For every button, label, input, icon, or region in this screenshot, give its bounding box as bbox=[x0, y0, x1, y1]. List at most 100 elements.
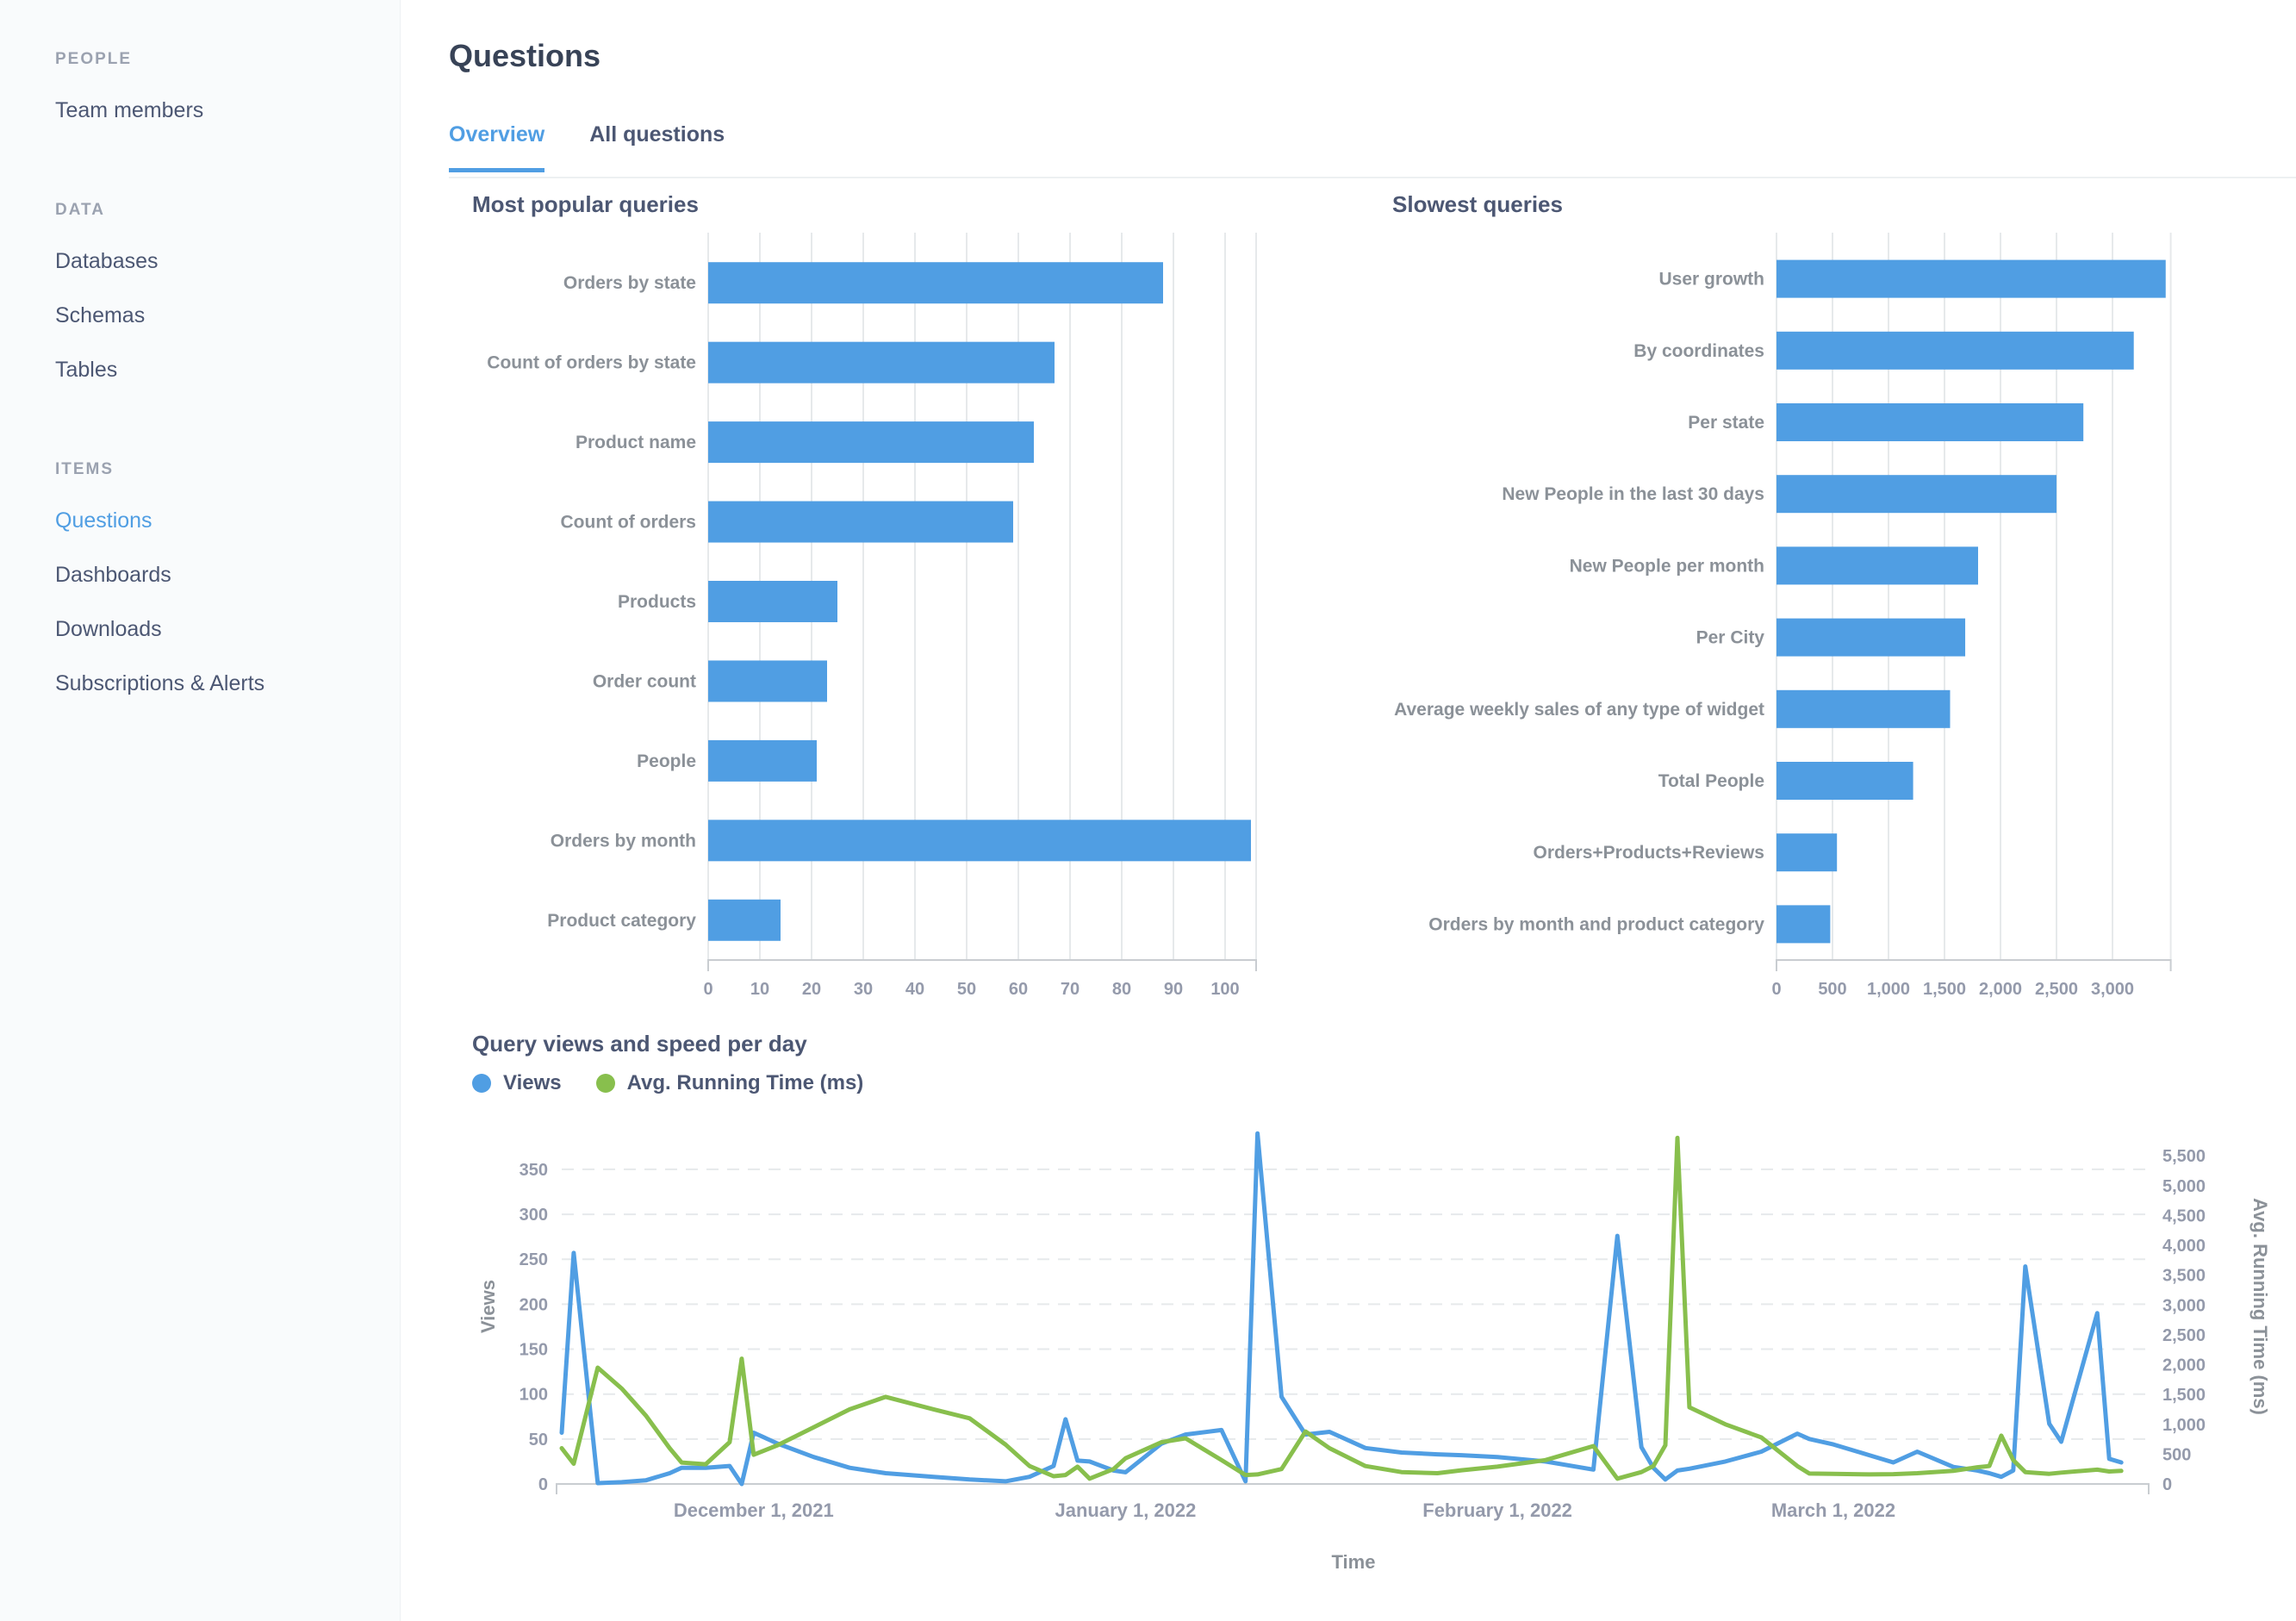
sidebar-section-items: ITEMS Questions Dashboards Downloads Subscri… bbox=[55, 460, 400, 695]
sidebar-section-header: PEOPLE bbox=[55, 50, 133, 68]
right-y-tick: 1,000 bbox=[2162, 1416, 2206, 1435]
x-tick: 1,500 bbox=[1923, 980, 1966, 999]
bar-label-orders-products-reviews: Orders+Products+Reviews bbox=[1534, 843, 1764, 863]
legend-label: Views bbox=[503, 1071, 562, 1094]
x-tick: 30 bbox=[854, 980, 873, 999]
right-axis-title: Avg. Running Time (ms) bbox=[2249, 1198, 2271, 1415]
sidebar-item-team-members[interactable]: Team members bbox=[55, 98, 204, 122]
right-y-tick: 1,500 bbox=[2162, 1386, 2206, 1405]
x-tick: 1,000 bbox=[1867, 980, 1910, 999]
x-tick: 10 bbox=[750, 980, 769, 999]
bar-product-name[interactable] bbox=[708, 421, 1034, 464]
sidebar-item-downloads[interactable]: Downloads bbox=[55, 617, 162, 641]
tab-bar: Overview All questions bbox=[449, 122, 725, 172]
bar-label-new-people-in-the-last-30-days: New People in the last 30 days bbox=[1502, 484, 1764, 504]
x-tick: 500 bbox=[1818, 980, 1846, 999]
bar-per-city[interactable] bbox=[1776, 618, 1966, 657]
x-tick-date: January 1, 2022 bbox=[1055, 1499, 1196, 1521]
x-axis-line bbox=[1776, 959, 2172, 971]
sidebar-item-subscriptions-alerts[interactable]: Subscriptions & Alerts bbox=[55, 671, 265, 695]
bar-count-of-orders-by-state[interactable] bbox=[708, 341, 1055, 383]
right-y-tick: 5,500 bbox=[2162, 1147, 2206, 1166]
sidebar-section-data: DATA Databases Schemas Tables bbox=[55, 201, 400, 381]
sidebar-item-dashboards[interactable]: Dashboards bbox=[55, 563, 171, 587]
chart-title-slowest-queries: Slowest queries bbox=[1392, 191, 1563, 217]
page-title: Questions bbox=[449, 38, 601, 73]
bar-label-product-name: Product name bbox=[576, 433, 696, 452]
bar-order-count[interactable] bbox=[708, 660, 827, 702]
x-tick: 20 bbox=[802, 980, 821, 999]
bar-count-of-orders[interactable] bbox=[708, 501, 1013, 543]
x-axis-line bbox=[556, 1483, 2150, 1494]
legend-dot-blue bbox=[472, 1074, 491, 1093]
right-y-tick: 3,000 bbox=[2162, 1296, 2206, 1315]
bar-label-products: Products bbox=[618, 592, 696, 612]
chart-title-query-views-speed: Query views and speed per day bbox=[472, 1031, 807, 1057]
bar-user-growth[interactable] bbox=[1776, 259, 2166, 298]
tab-overview[interactable]: Overview bbox=[449, 122, 545, 172]
chart-title-most-popular-queries: Most popular queries bbox=[472, 191, 699, 217]
left-y-tick: 200 bbox=[520, 1295, 548, 1314]
bar-label-product-category: Product category bbox=[547, 911, 696, 931]
left-y-tick: 300 bbox=[520, 1206, 548, 1225]
sidebar-item-tables[interactable]: Tables bbox=[55, 358, 118, 382]
x-tick-date: December 1, 2021 bbox=[674, 1499, 834, 1521]
right-y-tick: 2,500 bbox=[2162, 1326, 2206, 1345]
admin-sidebar: PEOPLE Team members DATA Databases Schemas Ta… bbox=[0, 0, 401, 1621]
query-views-speed-line-chart[interactable]: 0 50 100 150 200 250 300 350 0 500 1,000 1,500 2,000… bbox=[465, 1117, 2283, 1612]
bar-label-per-state: Per state bbox=[1688, 413, 1764, 433]
bar-orders-by-month[interactable] bbox=[708, 820, 1251, 862]
tab-all-questions[interactable]: All questions bbox=[589, 122, 725, 147]
bar-per-state[interactable] bbox=[1776, 403, 2084, 441]
bar-orders-by-state[interactable] bbox=[708, 262, 1163, 304]
x-tick: 2,000 bbox=[1979, 980, 2022, 999]
x-tick: 50 bbox=[957, 980, 976, 999]
bar-orders-by-month-and-product-category[interactable] bbox=[1776, 905, 1831, 944]
right-y-tick: 5,000 bbox=[2162, 1177, 2206, 1196]
sidebar-section-people: PEOPLE Team members bbox=[55, 50, 400, 122]
x-tick: 0 bbox=[1771, 980, 1781, 999]
bar-products[interactable] bbox=[708, 581, 837, 622]
legend-item-views[interactable]: Views bbox=[472, 1071, 562, 1095]
bar-orders-products-reviews[interactable] bbox=[1776, 833, 1838, 872]
bar-label-people: People bbox=[637, 751, 696, 771]
x-tick-date: March 1, 2022 bbox=[1771, 1499, 1895, 1521]
bar-average-weekly-sales-of-any-type-of-widget[interactable] bbox=[1776, 689, 1951, 728]
sidebar-item-questions[interactable]: Questions bbox=[55, 508, 152, 533]
right-y-tick: 4,500 bbox=[2162, 1206, 2206, 1225]
left-y-tick: 250 bbox=[520, 1250, 548, 1269]
x-axis-line bbox=[707, 959, 1257, 971]
right-y-tick: 0 bbox=[2162, 1475, 2172, 1494]
line-chart-legend: Views Avg. Running Time (ms) bbox=[472, 1071, 863, 1095]
bar-people[interactable] bbox=[708, 739, 817, 782]
bar-new-people-per-month[interactable] bbox=[1776, 546, 1978, 585]
sidebar-item-databases[interactable]: Databases bbox=[55, 249, 159, 273]
most-popular-queries-bar-chart[interactable]: Orders by state Count of orders by state P… bbox=[465, 217, 1292, 1036]
x-tick: 80 bbox=[1112, 980, 1131, 999]
series-line-avg-running-time-ms[interactable] bbox=[559, 1135, 2124, 1481]
legend-dot-green bbox=[595, 1074, 615, 1093]
bar-by-coordinates[interactable] bbox=[1776, 331, 2134, 370]
bar-total-people[interactable] bbox=[1776, 762, 1913, 800]
right-y-tick: 3,500 bbox=[2162, 1267, 2206, 1286]
left-y-tick: 50 bbox=[529, 1431, 548, 1450]
series-line-views[interactable] bbox=[559, 1131, 2124, 1487]
sidebar-item-schemas[interactable]: Schemas bbox=[55, 303, 146, 327]
left-y-tick: 0 bbox=[538, 1475, 548, 1494]
x-tick: 70 bbox=[1061, 980, 1080, 999]
bar-product-category[interactable] bbox=[708, 899, 781, 941]
x-tick-date: February 1, 2022 bbox=[1422, 1499, 1572, 1521]
bar-label-orders-by-month: Orders by month bbox=[551, 831, 696, 851]
sidebar-section-header: ITEMS bbox=[55, 460, 115, 478]
left-y-tick: 350 bbox=[520, 1161, 548, 1180]
bar-new-people-in-the-last-30-days[interactable] bbox=[1776, 475, 2056, 514]
tab-divider bbox=[449, 177, 2296, 178]
legend-item-avg-running-time-ms[interactable]: Avg. Running Time (ms) bbox=[595, 1071, 864, 1095]
bar-label-count-of-orders-by-state: Count of orders by state bbox=[487, 353, 696, 373]
slowest-queries-bar-chart[interactable]: User growth By coordinates Per state New Pe… bbox=[1378, 217, 2296, 1036]
bar-label-new-people-per-month: New People per month bbox=[1570, 556, 1764, 576]
x-tick: 90 bbox=[1164, 980, 1183, 999]
legend-label: Avg. Running Time (ms) bbox=[626, 1071, 864, 1094]
bar-label-per-city: Per City bbox=[1696, 628, 1765, 648]
bar-label-order-count: Order count bbox=[593, 671, 696, 691]
